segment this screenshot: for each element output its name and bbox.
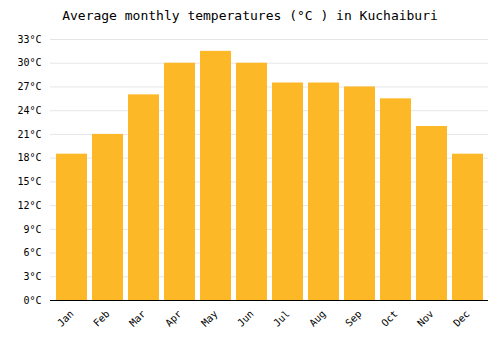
svg-text:0°C: 0°C — [23, 295, 41, 306]
svg-text:24°C: 24°C — [17, 105, 41, 116]
svg-text:Jul: Jul — [271, 308, 292, 329]
svg-text:Sep: Sep — [343, 308, 364, 329]
svg-text:Nov: Nov — [415, 308, 436, 329]
svg-text:Jun: Jun — [235, 308, 256, 329]
svg-text:Mar: Mar — [127, 308, 148, 329]
svg-text:Apr: Apr — [163, 308, 184, 329]
svg-text:May: May — [199, 308, 220, 329]
svg-text:12°C: 12°C — [17, 200, 41, 211]
svg-text:Oct: Oct — [379, 308, 400, 329]
svg-text:15°C: 15°C — [17, 176, 41, 187]
svg-text:27°C: 27°C — [17, 81, 41, 92]
svg-text:33°C: 33°C — [17, 34, 41, 45]
svg-text:3°C: 3°C — [23, 271, 41, 282]
svg-text:Feb: Feb — [91, 308, 112, 329]
svg-text:Aug: Aug — [307, 308, 328, 329]
svg-text:6°C: 6°C — [23, 247, 41, 258]
svg-text:18°C: 18°C — [17, 152, 41, 163]
svg-text:Jan: Jan — [55, 308, 76, 329]
svg-text:30°C: 30°C — [17, 57, 41, 68]
svg-text:9°C: 9°C — [23, 224, 41, 235]
svg-text:Dec: Dec — [451, 308, 472, 329]
html-text:Average monthly temperatures (: Average monthly temperatures (°C ) in Ku… — [62, 8, 438, 23]
svg-text:21°C: 21°C — [17, 129, 41, 140]
